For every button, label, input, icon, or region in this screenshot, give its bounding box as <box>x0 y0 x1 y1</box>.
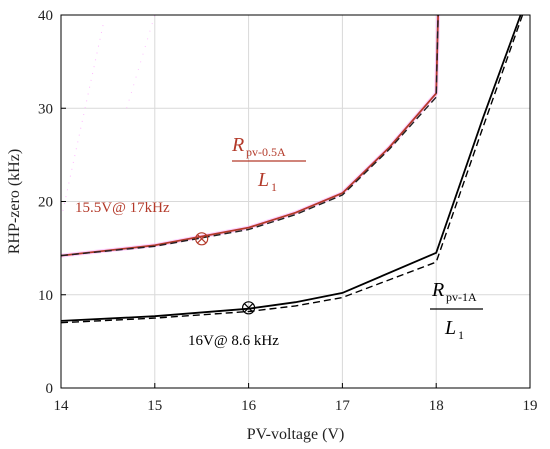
annotation-red-point: 15.5V@ 17kHz <box>75 200 170 216</box>
fraction-label-red: R pv-0.5A L 1 <box>231 134 306 194</box>
pink-trail <box>62 24 104 211</box>
y-tick-label: 20 <box>38 195 53 211</box>
series-line-3 <box>60 14 524 324</box>
ticks-group: 14 15 16 17 18 19 0 10 20 30 40 <box>38 8 538 414</box>
x-tick-label: 15 <box>147 398 162 414</box>
marker <box>242 301 256 315</box>
series-shadow <box>60 14 441 258</box>
y-tick-label: 40 <box>38 8 53 24</box>
y-tick-label: 10 <box>38 288 53 304</box>
fraction-red-denominator-sub: 1 <box>271 180 277 194</box>
series-line-1 <box>60 14 439 257</box>
y-tick-label: 0 <box>46 381 54 397</box>
pink-trail-decoration <box>62 14 156 211</box>
fraction-red-denominator: L <box>257 169 269 191</box>
annotation-black-point: 16V@ 8.6 kHz <box>188 333 279 349</box>
x-tick-label: 17 <box>335 398 351 414</box>
y-axis-label: RHP-zero (kHz) <box>6 149 23 254</box>
x-tick-label: 18 <box>429 398 444 414</box>
marker-circle <box>242 301 256 315</box>
fraction-black-subscript: pv-1A <box>446 290 477 304</box>
y-tick-label: 30 <box>38 101 53 117</box>
fraction-label-black: R pv-1A L 1 <box>430 279 483 342</box>
fraction-red-numerator: R <box>231 134 244 156</box>
x-tick-label: 19 <box>523 398 538 414</box>
series-line-2 <box>60 14 522 322</box>
fraction-black-denominator: L <box>444 317 456 339</box>
marker-circle <box>195 232 209 246</box>
markers-group <box>195 232 256 315</box>
fraction-red-subscript: pv-0.5A <box>246 145 286 159</box>
marker-cross <box>197 234 207 244</box>
fraction-black-denominator-sub: 1 <box>458 328 464 342</box>
fraction-black-numerator: R <box>431 279 444 301</box>
x-axis-label: PV-voltage (V) <box>247 426 345 443</box>
series-group <box>60 14 524 324</box>
pink-trail <box>126 14 156 109</box>
series-line-0 <box>60 14 439 257</box>
x-tick-label: 16 <box>241 398 257 414</box>
marker <box>195 232 209 246</box>
marker-cross <box>244 303 254 313</box>
x-tick-label: 14 <box>54 398 70 414</box>
